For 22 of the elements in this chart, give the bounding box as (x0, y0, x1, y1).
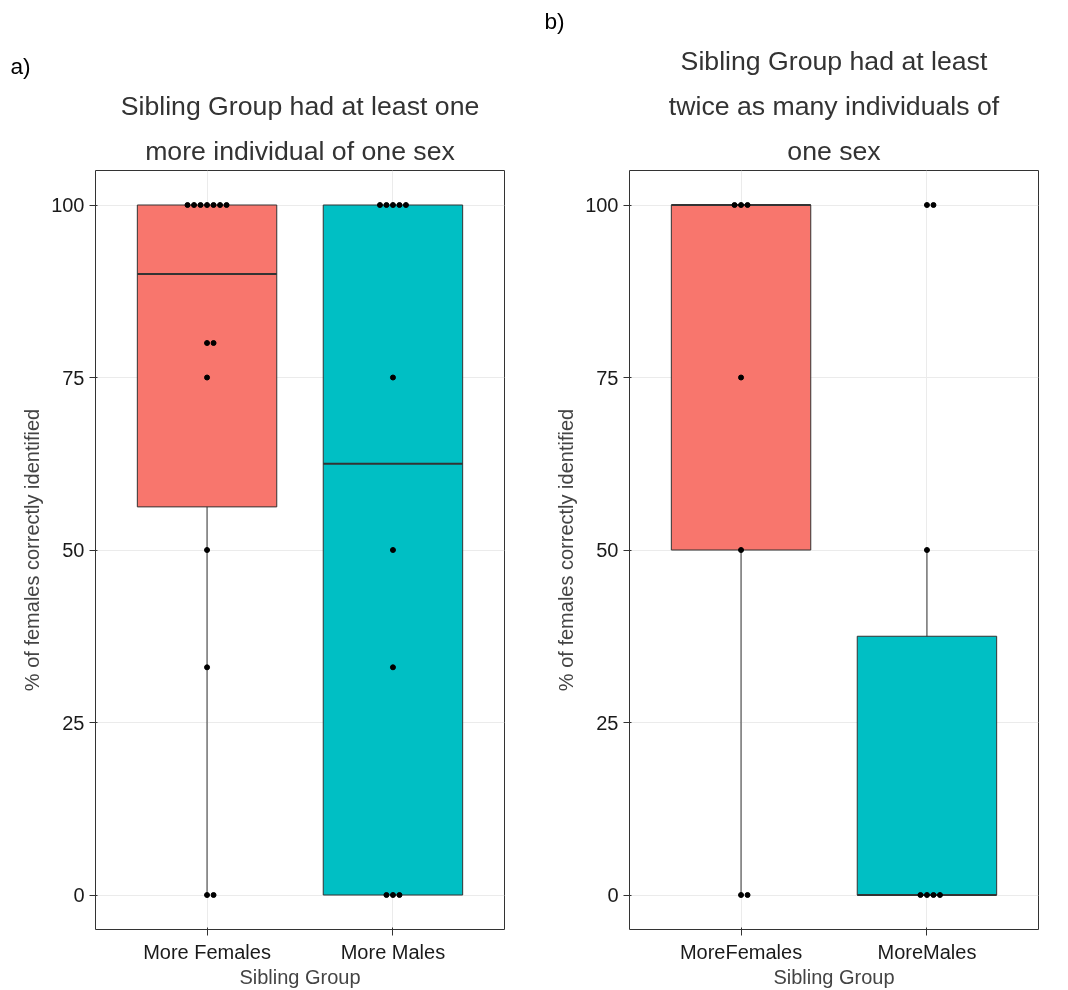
text: a) (10, 52, 31, 79)
x-tick-label: MoreMales (877, 940, 977, 963)
y-tick-label: 25 (596, 711, 619, 734)
chart-title: Sibling Group had at least twice as many individuals of one sex (668, 45, 1000, 166)
x-axis-title: Sibling Group (239, 965, 361, 988)
y-tick-label: 0 (73, 884, 85, 906)
x-tick-label: More Females (143, 940, 271, 963)
y-axis-title: % of females correctly identified (555, 408, 578, 692)
y-tick-label: 75 (62, 366, 85, 389)
x-tick-label: MoreFemales (679, 940, 803, 963)
y-axis-title: % of females correctly identified (21, 408, 44, 692)
y-tick-label: 100 (51, 194, 85, 216)
y-tick-label: 50 (596, 539, 619, 561)
x-tick-label: More Males (340, 940, 446, 963)
chart-title: Sibling Group had at least one more individual of one sex (120, 90, 480, 166)
x-axis-title: Sibling Group (773, 965, 895, 988)
text: b) (544, 7, 565, 34)
y-tick-label: 100 (585, 194, 619, 216)
y-tick-label: 50 (62, 539, 85, 561)
y-tick-label: 75 (596, 366, 619, 389)
y-tick-label: 0 (607, 884, 619, 906)
y-tick-label: 25 (62, 711, 85, 734)
